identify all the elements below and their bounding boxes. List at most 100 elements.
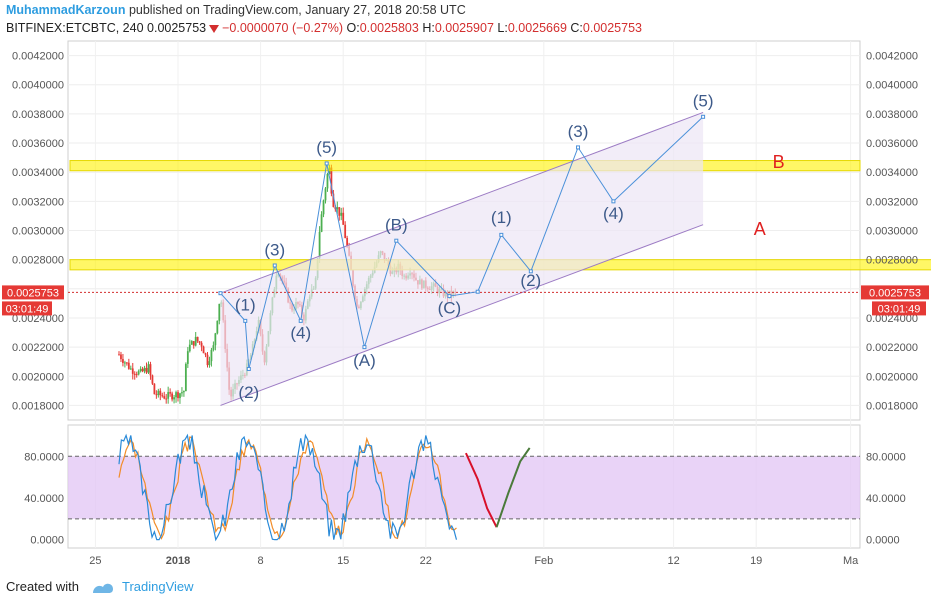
stoch-k-line — [118, 433, 458, 542]
channel-upper-line[interactable] — [220, 111, 704, 294]
wave-point[interactable] — [611, 199, 616, 204]
candle-body — [161, 395, 164, 397]
wave-point[interactable] — [246, 366, 251, 371]
candle-body — [141, 368, 144, 372]
quote-line: BITFINEX:ETCBTC, 240 0.0025753 −0.0000070… — [6, 21, 642, 35]
candle-body — [124, 362, 126, 364]
published-text: published on TradingView.com, January 27… — [128, 3, 466, 17]
y-tick-label-right: 0.0042000 — [866, 51, 918, 63]
y-tick-label-left: 0.0022000 — [12, 342, 64, 354]
stoch-y-label-left: 0.0000 — [30, 535, 64, 547]
channel-lower-line[interactable] — [220, 224, 704, 406]
annotation-label[interactable]: A — [754, 219, 766, 239]
low-value: 0.0025669 — [507, 21, 567, 35]
stoch-y-label-left: 80.0000 — [24, 451, 64, 463]
wave-label[interactable]: (5) — [316, 138, 337, 157]
candle-body — [190, 341, 193, 345]
tradingview-brand[interactable]: TradingView — [122, 579, 194, 594]
candle-body — [169, 392, 172, 394]
down-arrow-icon — [209, 24, 220, 33]
wave-point[interactable] — [298, 318, 303, 323]
y-tick-label-right: 0.0018000 — [866, 400, 918, 412]
wave-label[interactable]: (2) — [520, 271, 541, 290]
author-name[interactable]: MuhammadKarzoun — [6, 3, 126, 17]
candle-body — [145, 367, 148, 373]
wave-point[interactable] — [528, 269, 533, 274]
wave-point[interactable] — [576, 145, 581, 150]
wave-point[interactable] — [243, 318, 248, 323]
wave-label[interactable]: (4) — [290, 323, 311, 342]
candle-body — [151, 375, 154, 384]
candle-body — [342, 212, 345, 225]
wave-label[interactable]: (5) — [693, 92, 714, 111]
candle-body — [129, 368, 132, 370]
candle-body — [139, 368, 142, 372]
y-tick-label-right: 0.0040000 — [866, 80, 918, 92]
close-value: 0.0025753 — [582, 21, 642, 35]
channel-fill — [220, 112, 704, 406]
wave-point[interactable] — [272, 263, 277, 268]
wave-point[interactable] — [362, 345, 367, 350]
symbol-label: BITFINEX:ETCBTC, 240 — [6, 21, 144, 35]
candle-body — [163, 396, 166, 399]
candle-body — [218, 303, 221, 321]
candle-body — [196, 336, 199, 342]
candle-body — [175, 392, 177, 398]
stoch-y-label-right: 80.0000 — [866, 451, 906, 463]
wave-label[interactable]: (3) — [264, 240, 285, 259]
candle-body — [320, 214, 323, 232]
wave-point[interactable] — [394, 238, 399, 243]
wave-label[interactable]: (B) — [385, 216, 408, 235]
wave-label[interactable]: (A) — [353, 351, 376, 370]
candle-body — [165, 398, 168, 400]
x-tick-label: 8 — [258, 555, 264, 567]
footer: Created with TradingView — [6, 579, 194, 595]
y-tick-label-right: 0.0030000 — [866, 226, 918, 238]
wave-point[interactable] — [475, 289, 480, 294]
y-tick-label-left: 0.0042000 — [12, 51, 64, 63]
candle-body — [194, 336, 197, 346]
stoch-projection-down[interactable] — [465, 452, 498, 528]
candle-body — [167, 392, 170, 399]
wave-label[interactable]: (C) — [438, 299, 462, 318]
wave-label[interactable]: (1) — [491, 208, 512, 227]
candle-body — [204, 353, 207, 355]
stoch-projection-up[interactable] — [495, 447, 531, 528]
candle-body — [198, 341, 201, 343]
candle-body — [338, 207, 341, 216]
x-tick-label: 22 — [420, 555, 432, 567]
resistance-zone[interactable] — [69, 160, 861, 172]
candle-body — [318, 231, 321, 259]
wave-point[interactable] — [324, 161, 329, 166]
y-tick-label-left: 0.0024000 — [12, 313, 64, 325]
wave-point[interactable] — [447, 294, 452, 299]
candle-body — [181, 392, 183, 394]
wave-label[interactable]: (1) — [235, 296, 256, 315]
wave-label[interactable]: (2) — [238, 383, 259, 402]
wave-point[interactable] — [701, 114, 706, 119]
wave-point[interactable] — [218, 291, 223, 296]
x-tick-label: 25 — [89, 555, 101, 567]
y-tick-label-right: 0.0032000 — [866, 196, 918, 208]
candle-body — [206, 354, 209, 366]
wave-label[interactable]: (4) — [603, 204, 624, 223]
wave-label[interactable]: (3) — [568, 122, 589, 141]
candle-body — [212, 345, 215, 350]
x-tick-label: 12 — [667, 555, 679, 567]
price-change: −0.0000070 (−0.27%) — [222, 21, 344, 35]
price-badge-right-bg — [861, 285, 929, 300]
open-label: O: — [346, 21, 360, 35]
stoch-y-label-right: 0.0000 — [866, 535, 900, 547]
candle-body — [159, 390, 162, 396]
candle-body — [344, 224, 347, 238]
candle-body — [340, 212, 343, 216]
publish-header: MuhammadKarzoun published on TradingView… — [6, 3, 466, 17]
annotation-label[interactable]: B — [773, 152, 785, 172]
candle-body — [330, 167, 333, 194]
timer-badge-right-bg — [872, 301, 926, 316]
stoch-y-label-left: 40.0000 — [24, 493, 64, 505]
candle-body — [210, 349, 213, 362]
candle-body — [131, 368, 134, 374]
wave-point[interactable] — [499, 232, 504, 237]
